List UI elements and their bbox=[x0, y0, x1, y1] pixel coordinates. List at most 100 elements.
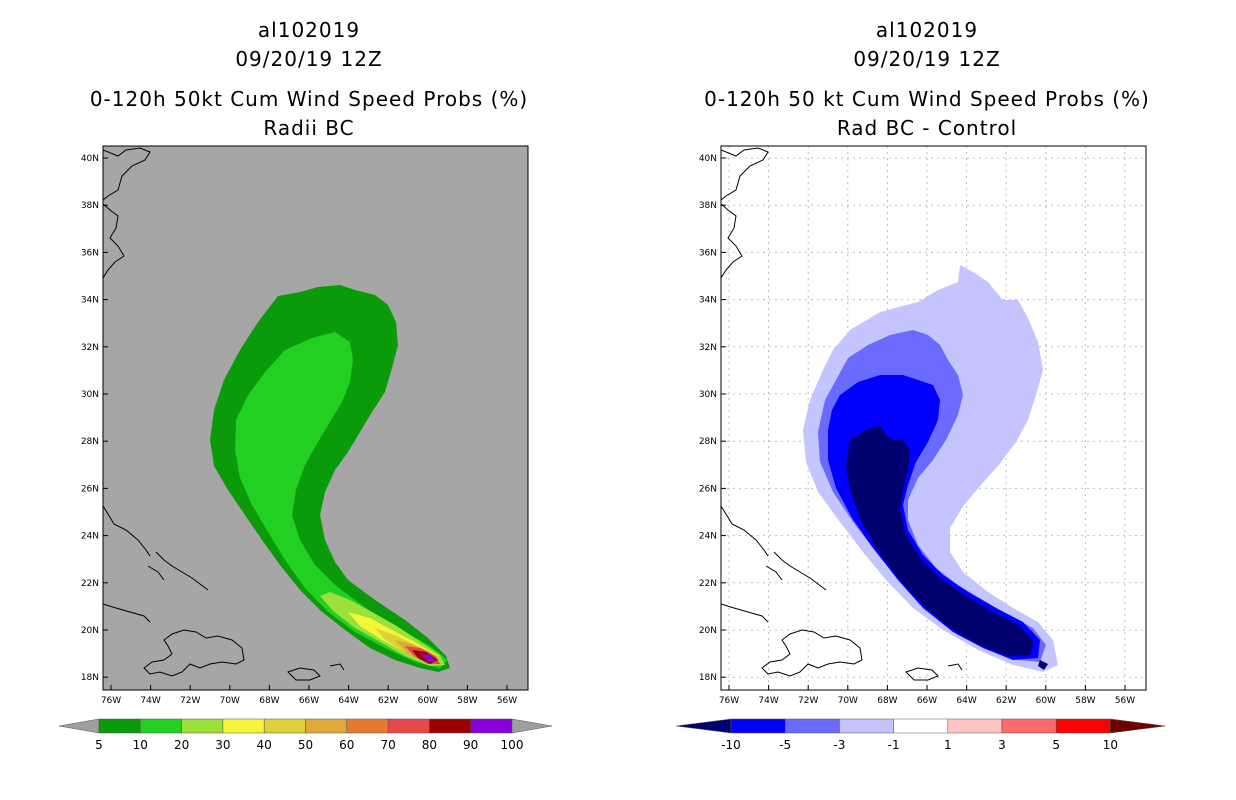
colorbar-swatch bbox=[784, 718, 840, 734]
right-title-block: al102019 09/20/19 12Z 0-120h 50 kt Cum W… bbox=[618, 16, 1236, 143]
lat-label: 36N bbox=[81, 248, 99, 258]
left-probability-map: 40N 38N 36N 34N 32N 30N 28N 26N 24N 22N 20N 18N 76W… bbox=[58, 145, 553, 752]
right-longitude-axis: 76W 74W 72W 70W 68W 66W 64W 62W 60W 58W 56W bbox=[719, 685, 1135, 706]
colorbar-label: -10 bbox=[721, 738, 741, 752]
lat-label: 26N bbox=[699, 484, 717, 494]
colorbar-swatch bbox=[1055, 718, 1111, 734]
lat-label: 26N bbox=[81, 484, 99, 494]
lat-label: 28N bbox=[81, 437, 99, 447]
colorbar-swatch bbox=[893, 718, 949, 734]
colorbar-label: -1 bbox=[888, 738, 900, 752]
lat-label: 18N bbox=[81, 673, 99, 683]
lon-label: 74W bbox=[758, 696, 778, 706]
colorbar-swatch bbox=[305, 718, 348, 734]
colorbar-label: 3 bbox=[998, 738, 1006, 752]
colorbar-swatch bbox=[181, 718, 224, 734]
colorbar-label: 60 bbox=[339, 738, 354, 752]
lon-label: 76W bbox=[101, 696, 121, 706]
lon-label: 56W bbox=[497, 696, 517, 706]
lon-label: 68W bbox=[259, 696, 279, 706]
lat-label: 30N bbox=[699, 390, 717, 400]
lat-label: 38N bbox=[699, 201, 717, 211]
colorbar-swatch bbox=[839, 718, 894, 734]
lon-label: 64W bbox=[956, 696, 976, 706]
colorbar-left-arrow bbox=[675, 718, 732, 734]
lat-label: 28N bbox=[699, 437, 717, 447]
lat-label: 32N bbox=[81, 343, 99, 353]
left-coastlines bbox=[103, 147, 345, 681]
colorbar-swatch bbox=[98, 718, 141, 734]
lon-label: 66W bbox=[299, 696, 319, 706]
right-difference-map: 40N 38N 36N 34N 32N 30N 28N 26N 24N 22N 20N 18N 76W… bbox=[675, 145, 1166, 752]
colorbar-label: 100 bbox=[501, 738, 524, 752]
lon-label: 58W bbox=[457, 696, 477, 706]
right-storm-id: al102019 bbox=[875, 18, 979, 42]
right-datetime: 09/20/19 12Z bbox=[853, 47, 1001, 71]
left-plume-20pct bbox=[235, 332, 448, 668]
lat-label: 20N bbox=[699, 626, 717, 636]
lat-label: 38N bbox=[81, 201, 99, 211]
lon-label: 58W bbox=[1075, 696, 1095, 706]
colorbar-swatch bbox=[470, 718, 513, 734]
colorbar-label: 10 bbox=[133, 738, 148, 752]
colorbar-label: 70 bbox=[380, 738, 395, 752]
colorbar-label: 40 bbox=[257, 738, 272, 752]
right-diff-minus10 bbox=[846, 425, 1034, 656]
lon-label: 72W bbox=[180, 696, 200, 706]
lat-label: 22N bbox=[699, 579, 717, 589]
colorbar-label: -3 bbox=[833, 738, 845, 752]
lon-label: 56W bbox=[1115, 696, 1135, 706]
colorbar-swatch bbox=[947, 718, 1003, 734]
colorbar-swatch bbox=[346, 718, 389, 734]
right-product-title: 0-120h 50 kt Cum Wind Speed Probs (%) bbox=[704, 87, 1150, 111]
lat-label: 36N bbox=[699, 248, 717, 258]
right-latitude-axis: 40N 38N 36N 34N 32N 30N 28N 26N 24N 22N 20N 18N bbox=[699, 154, 726, 683]
colorbar-right-arrow bbox=[511, 718, 553, 734]
colorbar-swatch bbox=[140, 718, 182, 734]
lat-label: 22N bbox=[81, 579, 99, 589]
colorbar-swatch bbox=[1001, 718, 1057, 734]
lon-label: 74W bbox=[140, 696, 160, 706]
colorbar-label: 1 bbox=[944, 738, 952, 752]
colorbar-swatch bbox=[263, 718, 306, 734]
colorbar-swatch bbox=[387, 718, 430, 734]
colorbar-swatch bbox=[429, 718, 471, 734]
right-colorbar: -10 -5 -3 -1 1 3 5 10 bbox=[675, 718, 1166, 752]
lon-label: 68W bbox=[877, 696, 897, 706]
left-longitude-axis: 76W 74W 72W 70W 68W 66W 64W 62W 60W 58W 56W bbox=[101, 685, 517, 706]
lon-label: 62W bbox=[996, 696, 1016, 706]
colorbar-label: 10 bbox=[1103, 738, 1118, 752]
left-colorbar: 5 10 20 30 40 50 60 70 80 90 100 bbox=[58, 718, 553, 752]
lat-label: 18N bbox=[699, 673, 717, 683]
colorbar-swatch bbox=[730, 718, 786, 734]
lat-label: 40N bbox=[699, 154, 717, 164]
lon-label: 66W bbox=[917, 696, 937, 706]
lat-label: 24N bbox=[81, 532, 99, 542]
colorbar-swatch bbox=[222, 718, 265, 734]
lat-label: 30N bbox=[81, 390, 99, 400]
left-variant-title: Radii BC bbox=[263, 116, 355, 140]
colorbar-left-arrow bbox=[58, 718, 100, 734]
colorbar-label: 50 bbox=[298, 738, 313, 752]
right-variant-title: Rad BC - Control bbox=[836, 116, 1018, 140]
left-plume-90pct bbox=[420, 653, 436, 662]
left-title-block: al102019 09/20/19 12Z 0-120h 50kt Cum Wi… bbox=[0, 16, 618, 143]
colorbar-label: 30 bbox=[215, 738, 230, 752]
right-diff-minus10-tip bbox=[1038, 660, 1048, 670]
right-coastlines bbox=[721, 147, 963, 681]
lat-label: 32N bbox=[699, 343, 717, 353]
lat-label: 24N bbox=[699, 532, 717, 542]
lon-label: 60W bbox=[418, 696, 438, 706]
lon-label: 70W bbox=[838, 696, 858, 706]
colorbar-label: 5 bbox=[1052, 738, 1060, 752]
lon-label: 70W bbox=[220, 696, 240, 706]
lon-label: 62W bbox=[378, 696, 398, 706]
lon-label: 76W bbox=[719, 696, 739, 706]
lon-label: 64W bbox=[338, 696, 358, 706]
colorbar-label: -5 bbox=[779, 738, 791, 752]
lat-label: 20N bbox=[81, 626, 99, 636]
left-map-frame bbox=[102, 145, 529, 691]
lon-label: 60W bbox=[1036, 696, 1056, 706]
lat-label: 40N bbox=[81, 154, 99, 164]
colorbar-right-arrow bbox=[1110, 718, 1166, 734]
